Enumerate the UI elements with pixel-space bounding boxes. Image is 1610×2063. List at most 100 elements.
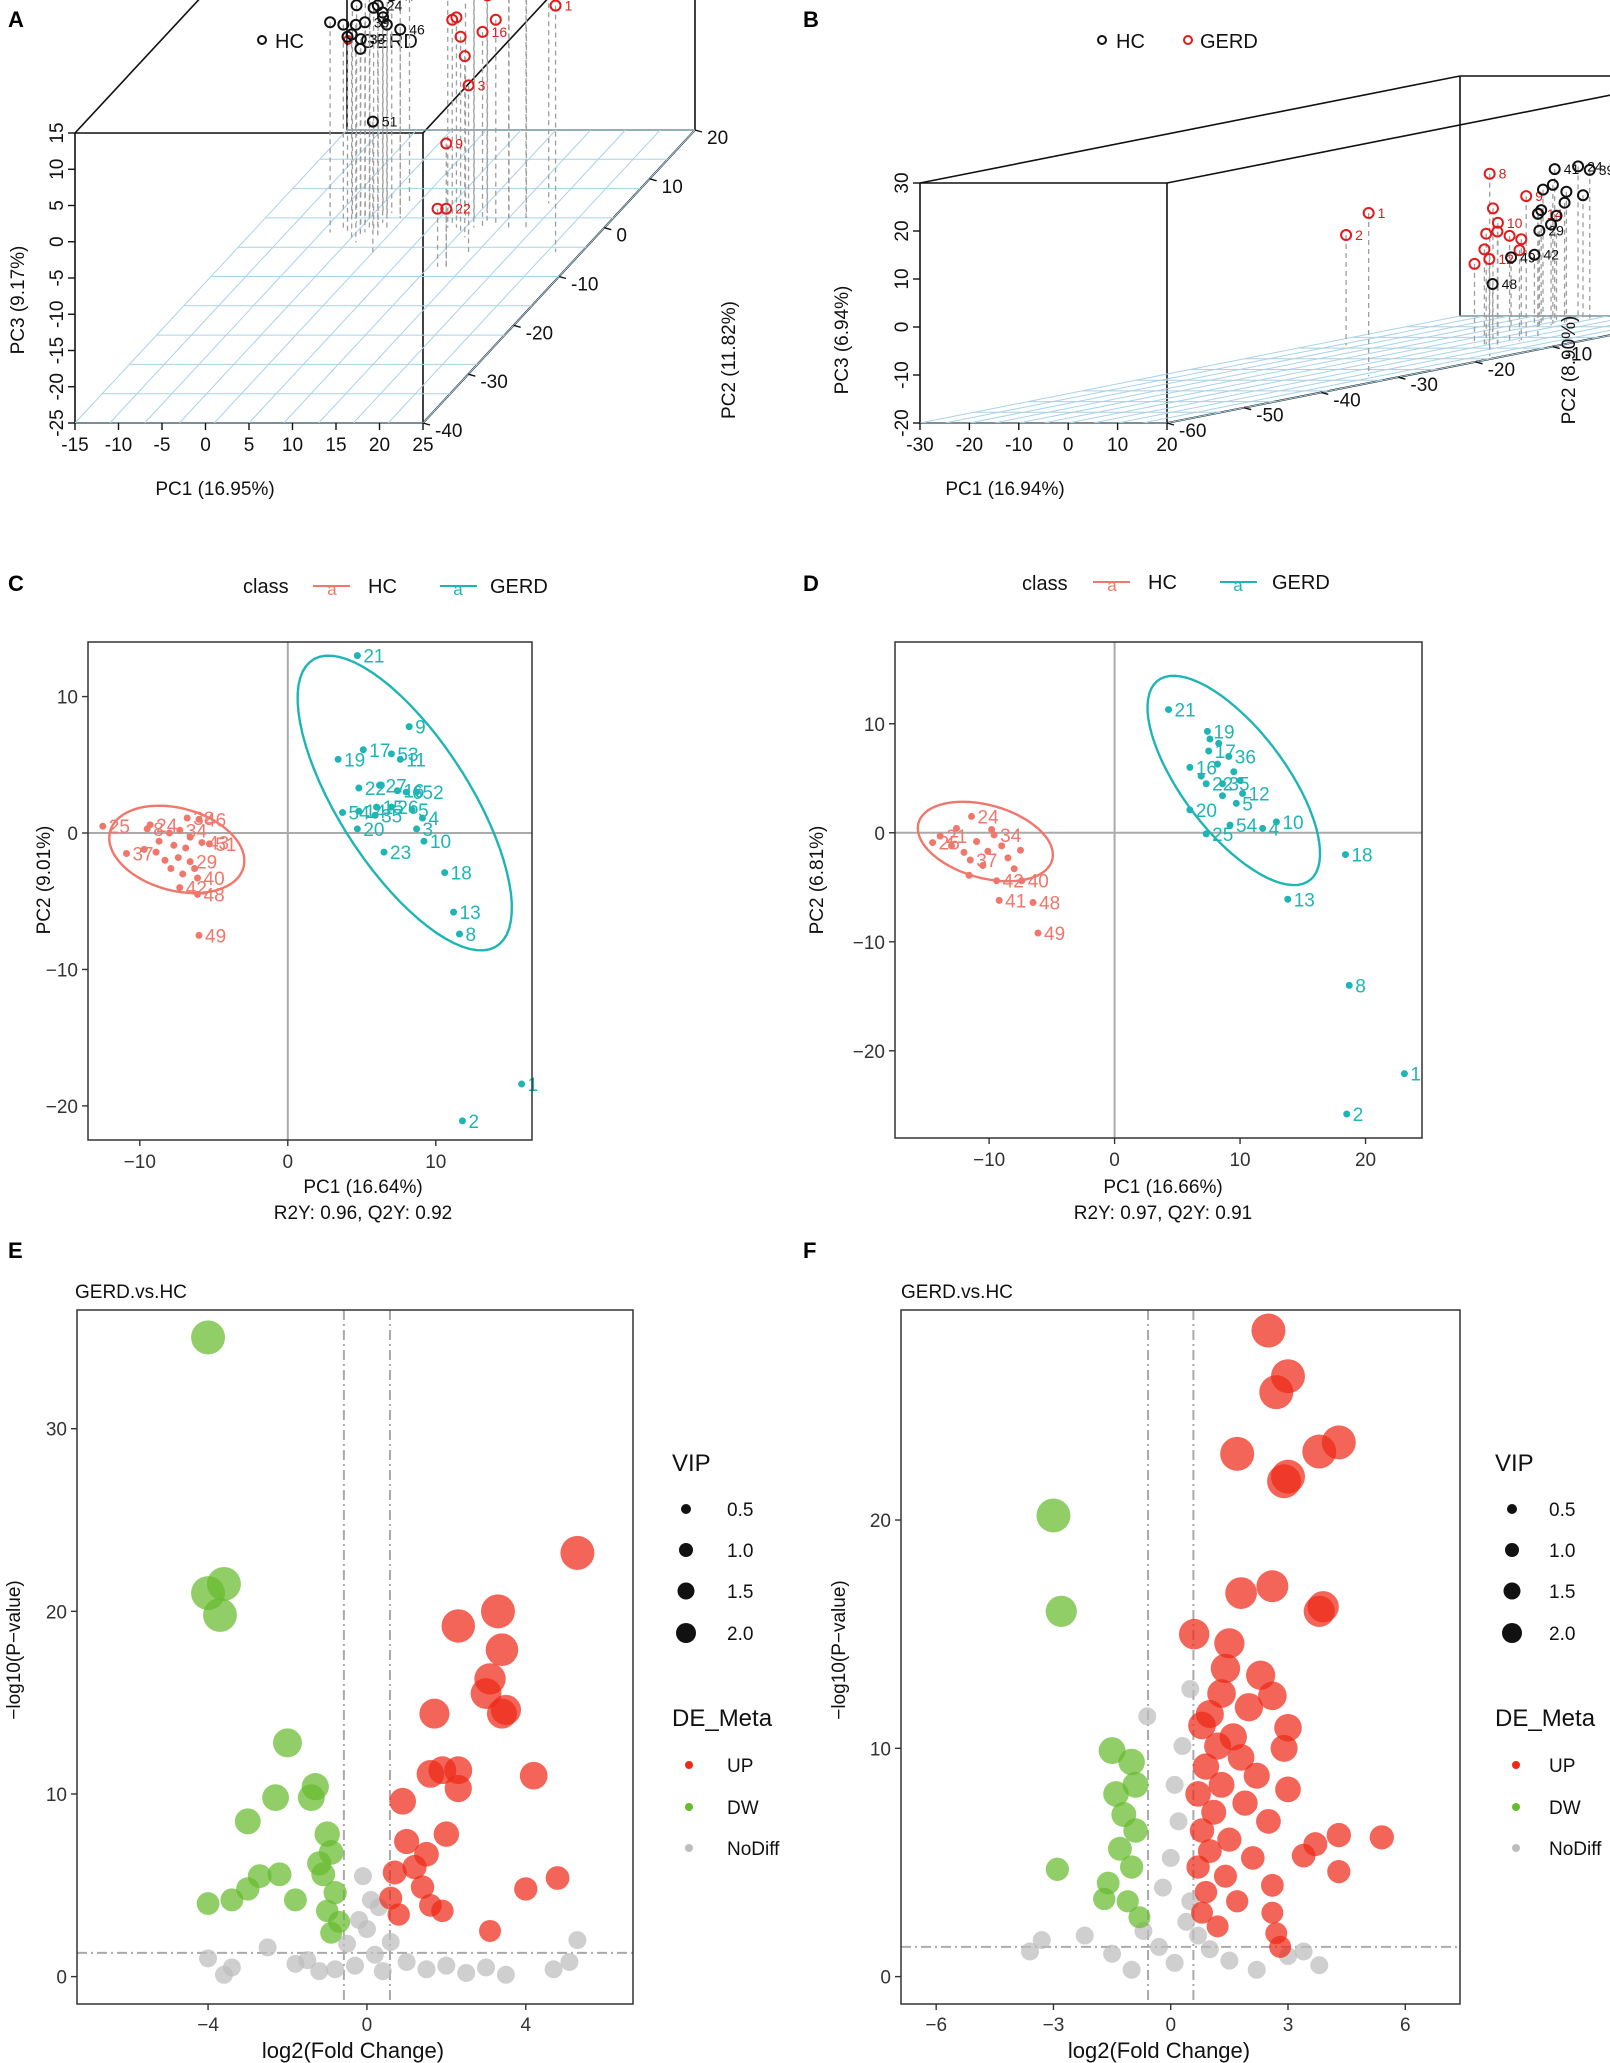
- color-legend-e-dw-symbol: [685, 1803, 693, 1811]
- point-e-up: [431, 1899, 454, 1923]
- floor-grid-line-b: [1166, 334, 1610, 424]
- point-c-hc: [182, 844, 190, 852]
- point-label-b-42: 42: [1543, 247, 1559, 263]
- point-c-gerd-6: [402, 788, 410, 796]
- point-e-nodiff: [199, 1949, 218, 1968]
- point-e-up: [480, 1594, 515, 1629]
- point-c-gerd-11: [396, 755, 404, 763]
- panel-label-a: A: [8, 7, 24, 32]
- point-f-nodiff: [1181, 1679, 1200, 1698]
- point-f-nodiff: [1247, 1960, 1266, 1979]
- point-e-nodiff: [457, 1963, 476, 1982]
- z-tick-label-a: 5: [47, 200, 68, 211]
- point-label-c-26: 26: [397, 798, 418, 819]
- points-b: 2182191410124124393629494248: [1340, 158, 1610, 292]
- x-tick-label-d: 0: [1109, 1150, 1120, 1171]
- point-label-c-51: 51: [215, 835, 236, 856]
- point-label-d-8: 8: [1355, 976, 1366, 997]
- point-b-gerd: [1503, 229, 1516, 242]
- color-legend-e-up-symbol: [685, 1761, 693, 1769]
- point-f-up: [1191, 1901, 1213, 1924]
- gerd-ellipse-d: [1146, 674, 1322, 887]
- point-label-c-38: 38: [193, 809, 214, 830]
- point-e-nodiff: [373, 1962, 392, 1981]
- floor-grid-line-b: [1068, 315, 1609, 424]
- size-legend-title-e: VIP: [672, 1450, 711, 1477]
- point-d-gerd-20: [1186, 806, 1194, 814]
- point-a-hc: [337, 18, 350, 31]
- y-tick-label-a: 0: [616, 226, 627, 247]
- point-a-gerd-16: [476, 25, 489, 38]
- plot-area-f: −6 −3 0 3 6 0 10 20: [870, 1309, 1461, 2036]
- point-label-c-29: 29: [196, 853, 217, 874]
- point-e-dw: [320, 1921, 343, 1944]
- point-d-gerd: [1197, 772, 1205, 780]
- x-axis-label-f: log2(Fold Change): [1068, 2038, 1250, 2063]
- point-label-d-20: 20: [1196, 801, 1217, 822]
- x-axis-label-b: PC1 (16.94%): [945, 479, 1064, 500]
- x-tick-label-b: 0: [1063, 435, 1074, 456]
- point-label-c-48: 48: [204, 885, 225, 906]
- point-label-c-21: 21: [363, 647, 384, 668]
- color-legend-f-up: UP: [1549, 1756, 1575, 1777]
- point-b-gerd: [1515, 233, 1528, 246]
- point-f-nodiff: [1150, 1937, 1168, 1956]
- point-label-d-48: 48: [1039, 894, 1060, 915]
- x-axis-label-a: PC1 (16.95%): [155, 479, 274, 500]
- point-label-c-22: 22: [365, 779, 386, 800]
- y-tick-label-b: -30: [1410, 375, 1437, 396]
- point-f-dw: [1093, 1887, 1116, 1911]
- point-e-nodiff: [397, 1952, 416, 1971]
- x-tick-label-f: 3: [1283, 2015, 1294, 2036]
- point-e-nodiff: [496, 1965, 515, 1984]
- legend-d-gerd-label: GERD: [1272, 572, 1330, 594]
- z-axis-label-b: PC3 (6.94%): [832, 286, 853, 395]
- x-tick-label-a: 25: [412, 435, 433, 456]
- point-label-c-52: 52: [423, 783, 444, 804]
- point-f-up: [1210, 1653, 1241, 1684]
- point-e-dw: [196, 1892, 220, 1915]
- color-legend-f-nodiff-symbol: [1512, 1844, 1520, 1852]
- x-tick-label-b: -20: [956, 435, 983, 456]
- point-b-gerd-10: [1491, 216, 1504, 229]
- point-d-gerd-22: [1202, 780, 1210, 788]
- point-d-hc: [947, 842, 955, 850]
- z-ticks-a: -25 -20 -15 -10 -5 0 5 10 15: [47, 122, 75, 437]
- y-tick-label-c: −20: [46, 1097, 78, 1118]
- point-a-gerd: [454, 30, 467, 43]
- size-legend-e-1-0: [679, 1543, 693, 1557]
- y-tick-label-c: −10: [46, 960, 78, 981]
- point-f-dw: [1107, 1836, 1132, 1861]
- point-d-gerd: [1215, 739, 1223, 747]
- point-label-d-19: 19: [1213, 722, 1234, 743]
- point-label-d-18: 18: [1351, 846, 1372, 867]
- point-e-nodiff: [310, 1962, 329, 1981]
- point-e-nodiff: [214, 1965, 233, 1984]
- plot-area-d: 2421253437424041484921191617362235201255…: [853, 641, 1423, 1171]
- point-d-hc: [1016, 846, 1024, 854]
- point-e-dw: [220, 1888, 244, 1912]
- point-b-hc: [1560, 185, 1573, 198]
- point-label-c-25: 25: [109, 817, 130, 838]
- point-e-dw: [206, 1566, 241, 1601]
- size-legend-f-label-3: 2.0: [1549, 1624, 1575, 1645]
- point-label-c-1: 1: [528, 1075, 539, 1096]
- point-d-hc-49: [1034, 929, 1042, 937]
- point-label-c-11: 11: [406, 750, 426, 771]
- y-tick-mark-b: [1475, 361, 1483, 365]
- point-f-nodiff: [1310, 1956, 1329, 1975]
- y-axis-label-e: −log10(P−value): [4, 1580, 25, 1719]
- point-c-hc-51: [205, 840, 213, 848]
- point-e-dw: [323, 1880, 347, 1905]
- x-tick-label-c: 10: [425, 1152, 446, 1173]
- point-b-hc-24: [1572, 160, 1585, 173]
- point-b-gerd: [1513, 244, 1526, 257]
- point-f-dw: [1128, 1906, 1151, 1929]
- point-b-hc: [1535, 204, 1548, 217]
- point-e-up: [479, 1919, 502, 1942]
- point-f-nodiff: [1165, 1953, 1184, 1972]
- z-tick-label-a: -25: [47, 409, 68, 436]
- legend-c: class a HC a GERD: [243, 576, 548, 599]
- legend-e: VIP 0.5 1.0 1.5 2.0 DE_Meta UP DW NoDiff: [672, 1450, 780, 1860]
